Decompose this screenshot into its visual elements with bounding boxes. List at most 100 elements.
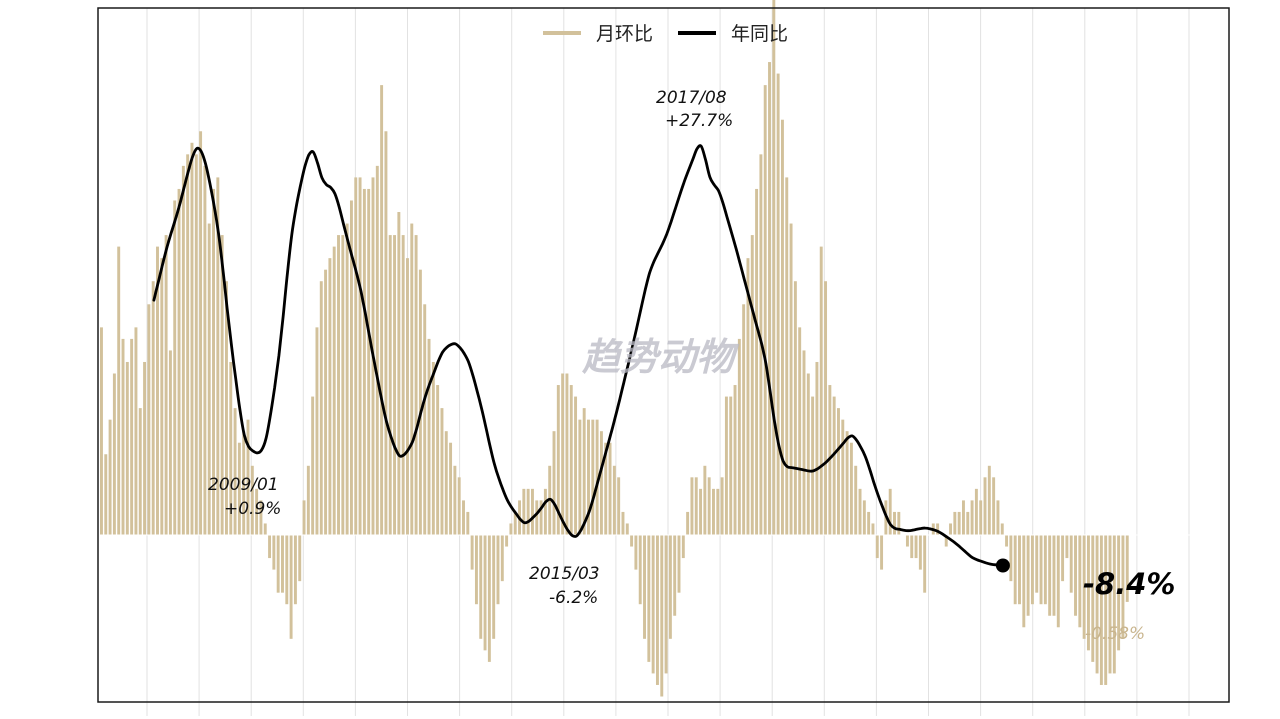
mom-bar xyxy=(203,165,207,535)
mom-bar xyxy=(474,535,478,605)
mom-bar xyxy=(112,373,116,535)
mom-bar xyxy=(362,188,366,535)
mom-bar xyxy=(599,431,603,535)
mom-bar xyxy=(380,85,384,536)
mom-bar xyxy=(772,0,776,535)
mom-bar xyxy=(681,535,685,559)
mom-bar xyxy=(526,488,530,535)
mom-bar xyxy=(431,361,435,535)
mom-bar xyxy=(867,511,871,535)
mom-bar xyxy=(237,442,241,535)
mom-bar xyxy=(285,535,289,605)
mom-bar xyxy=(186,154,190,535)
mom-bar xyxy=(1052,535,1056,616)
mom-bar xyxy=(905,535,909,547)
mom-bar xyxy=(397,212,401,535)
mom-bar xyxy=(367,188,371,535)
mom-bar xyxy=(785,177,789,535)
mom-bar xyxy=(375,165,379,535)
mom-bar xyxy=(1018,535,1021,605)
mom-bar xyxy=(936,523,940,535)
mom-bar xyxy=(168,350,172,535)
mom-bar xyxy=(1035,535,1039,593)
mom-bar xyxy=(224,281,228,535)
mom-bar xyxy=(893,511,896,535)
mom-bar xyxy=(156,246,159,536)
mom-bar xyxy=(888,488,892,535)
yoy-end-label: -8.4% xyxy=(1083,567,1175,601)
mom-bar xyxy=(1125,535,1129,602)
mom-bar xyxy=(733,385,737,535)
mom-bar xyxy=(742,304,746,535)
mom-bar xyxy=(1065,535,1069,559)
mom-bar xyxy=(837,408,840,535)
mom-bar xyxy=(1117,535,1121,651)
mom-bar xyxy=(699,488,703,535)
mom-bar xyxy=(875,535,879,559)
mom-bar xyxy=(1030,535,1034,605)
mom-bar xyxy=(543,488,547,535)
mom-bar xyxy=(462,500,465,535)
yoy-line xyxy=(152,144,1005,567)
mom-bar xyxy=(535,500,539,535)
mom-bar xyxy=(552,431,556,535)
mom-bar xyxy=(707,477,711,535)
mom-bar xyxy=(1095,535,1099,674)
legend-bar-swatch xyxy=(543,31,581,35)
mom-bar xyxy=(630,535,634,547)
mom-bar xyxy=(259,500,263,535)
mom-bar xyxy=(949,523,952,535)
mom-bar xyxy=(587,419,590,535)
mom-bar xyxy=(324,269,328,535)
mom-bar xyxy=(328,258,332,535)
mom-bar xyxy=(651,535,655,674)
mom-bar xyxy=(824,281,828,535)
mom-bar xyxy=(302,500,306,535)
mom-end-label: -0.58% xyxy=(1085,624,1145,644)
annotation-2009-date: 2009/01 xyxy=(208,475,279,495)
mom-bar xyxy=(621,511,625,535)
mom-bar xyxy=(104,454,108,535)
mom-bar xyxy=(992,477,996,535)
annotation-2009: 2009/01 +0.9% xyxy=(208,475,281,519)
mom-bar xyxy=(880,535,884,570)
mom-bar xyxy=(832,396,836,535)
mom-bar xyxy=(957,511,961,535)
mom-bar xyxy=(229,361,233,535)
mom-bar xyxy=(164,235,168,535)
monthly-bars xyxy=(100,0,1129,697)
mom-bar xyxy=(608,442,612,535)
mom-bar xyxy=(143,361,147,535)
mom-bar xyxy=(440,408,444,535)
mom-bar xyxy=(729,396,733,535)
mom-bar xyxy=(190,142,194,536)
mom-bar xyxy=(134,327,138,535)
mom-bar xyxy=(177,188,181,535)
mom-bar xyxy=(970,500,974,535)
mom-bar xyxy=(763,85,767,536)
mom-bar xyxy=(509,523,513,535)
legend-line-label: 年同比 xyxy=(731,23,788,45)
legend-line-swatch xyxy=(678,31,716,35)
mom-bar xyxy=(660,535,664,697)
mom-bar xyxy=(401,235,405,535)
mom-bar xyxy=(349,200,353,535)
mom-bar xyxy=(625,523,629,535)
mom-bar xyxy=(849,442,853,535)
mom-bar xyxy=(643,535,646,639)
mom-bar xyxy=(487,535,491,662)
mom-bar xyxy=(979,500,983,535)
mom-bar xyxy=(250,465,254,535)
mom-bar xyxy=(716,488,720,535)
mom-bar xyxy=(556,385,560,535)
mom-bar xyxy=(138,408,142,535)
annotation-2015-value: -6.2% xyxy=(549,588,598,608)
mom-bar xyxy=(1039,535,1043,605)
mom-bar xyxy=(755,188,759,535)
mom-bar xyxy=(151,281,155,535)
mom-bar xyxy=(1048,535,1052,616)
mom-bar xyxy=(246,419,250,535)
mom-bar xyxy=(923,535,927,593)
mom-bar xyxy=(746,258,750,535)
annotation-2015-date: 2015/03 xyxy=(529,564,600,584)
